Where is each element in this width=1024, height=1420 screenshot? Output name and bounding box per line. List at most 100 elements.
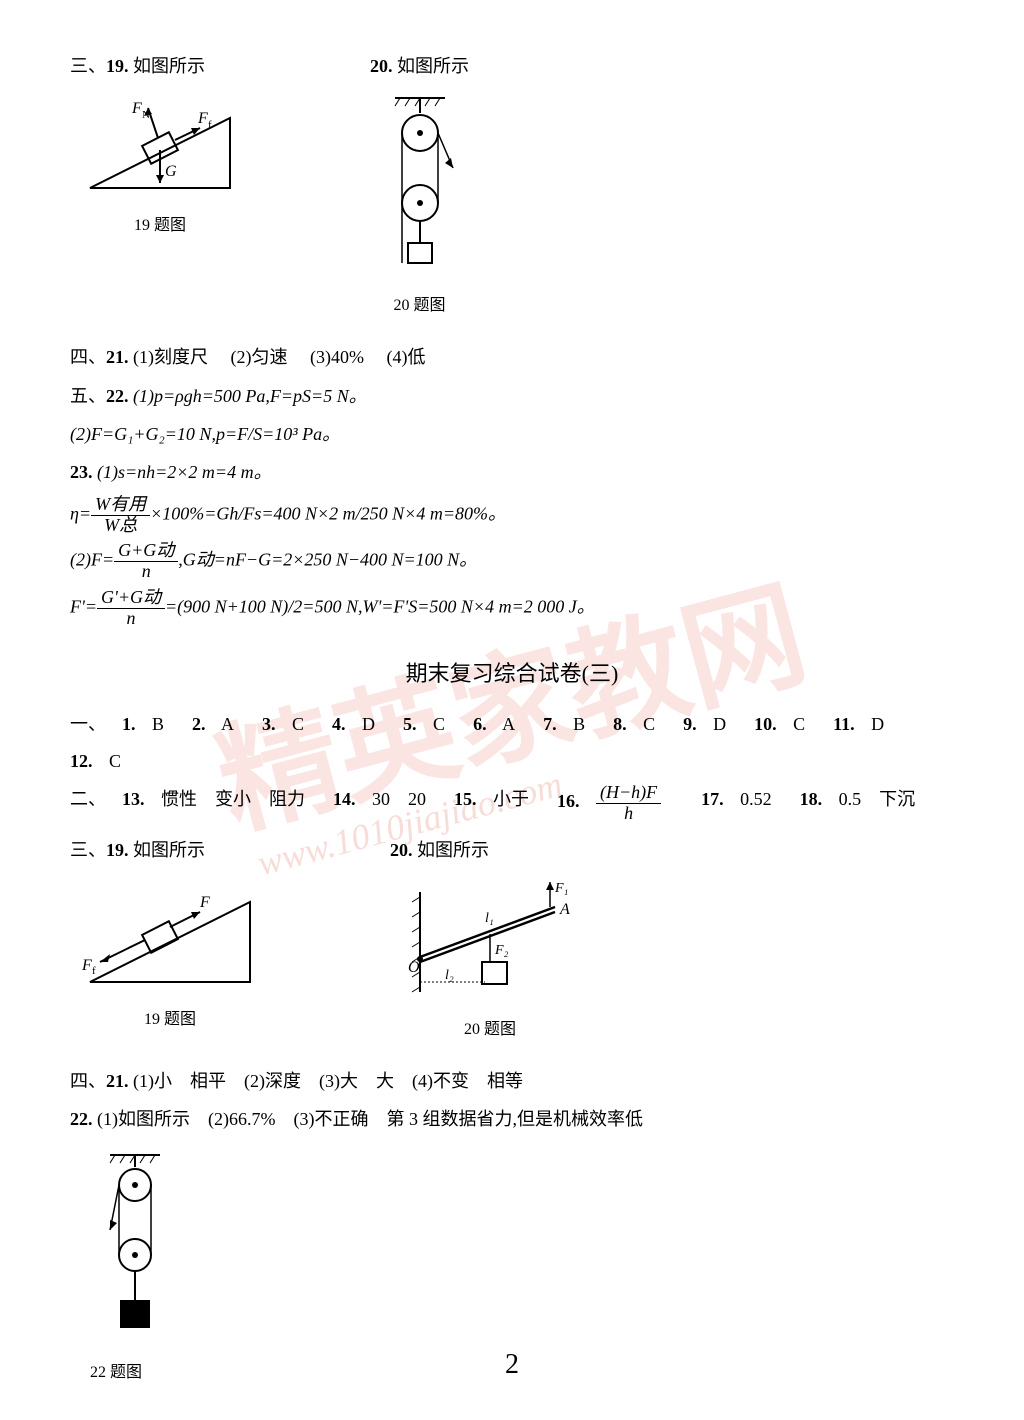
q23-l3-pre: (2)F= [70,550,114,570]
f13a: 惯性 变小 阻力 [161,789,305,809]
q23-l4-rest: =(900 N+100 N)/2=500 N,W'=F'S=500 N×4 m=… [165,596,595,616]
q19-header: 三、19. 如图所示 [70,50,250,82]
mc12n: 12. [70,751,93,771]
q20-num: 20. [370,56,393,76]
svg-text:F₂: F₂ [494,943,509,958]
svg-text:F: F [199,894,210,911]
mc11n: 11. [833,714,855,734]
e3q22t: (1)如图所示 (2)66.7% (3)不正确 第 3 组数据省力,但是机械效率… [97,1109,643,1129]
q21-a2: 匀速 [252,347,288,367]
e3q22-row: 22. (1)如图所示 (2)66.7% (3)不正确 第 3 组数据省力,但是… [70,1103,954,1135]
mc5n: 5. [403,714,417,734]
q21-a2l: (2) [231,347,252,367]
mc7n: 7. [543,714,557,734]
q23-l4-pre: F'= [70,596,97,616]
fig19-caption: 19 题图 [134,212,186,241]
fig20-caption: 20 题图 [393,292,445,321]
mc-prefix: 一、 [70,708,106,740]
f18n: 18. [800,789,823,809]
eta-den: W总 [91,516,150,536]
e3q22n: 22. [70,1109,93,1129]
mc3a: C [292,714,304,734]
f17a: 0.52 [740,789,772,809]
exam3-title: 期末复习综合试卷(三) [70,654,954,694]
e3q20t: 如图所示 [417,840,489,860]
q23-line2-rest: ×100%=Gh/Fs=400 N×2 m/250 N×4 m=80%。 [150,503,506,523]
mc10a: C [793,714,805,734]
svg-text:F: F [81,957,92,974]
q23-row4: F'= G'+G动 n =(900 N+100 N)/2=500 N,W'=F'… [70,588,954,629]
mc8n: 8. [613,714,627,734]
f15n: 15. [454,789,477,809]
mc1n: 1. [122,714,136,734]
mc2a: A [221,714,234,734]
f16num: (H−h)F [596,783,661,804]
svg-text:F₁: F₁ [554,881,568,896]
label-FN: F [131,100,142,117]
svg-text:N: N [142,109,150,121]
mc-row: 一、 1. B 2. A 3. C 4. D 5. C 6. A 7. B 8.… [70,708,954,777]
svg-text:l₁: l₁ [485,911,494,926]
q23-row3: (2)F= G+G动 n ,G动=nF−G=2×250 N−400 N=100 … [70,541,954,582]
mc1a: B [152,714,164,734]
q23-row2: η= W有用 W总 ×100%=Gh/Fs=400 N×2 m/250 N×4 … [70,495,954,536]
mc5a: C [433,714,445,734]
q21-a3l: (3) [310,347,331,367]
figures-row-1: 三、19. 如图所示 F N F f G 1 [70,50,954,321]
q22-line2: (2)F=G₁+G₂=10 N,p=F/S=10³ Pa。 [70,424,340,444]
fp-frac: G'+G动 n [97,588,165,629]
figures-row-2: 三、19. 如图所示 F F f 19 题图 20. 如图所示 [70,834,954,1045]
e3q19n: 19. [106,840,129,860]
svg-text:l₂: l₂ [445,968,454,983]
q21-a4: 低 [408,347,426,367]
q21-a3: 40% [331,347,364,367]
mc6n: 6. [473,714,487,734]
q22-n: 22. [106,386,129,406]
e3sec4-prefix: 四、 [70,1071,106,1091]
e3fig19-caption: 19 题图 [144,1006,196,1035]
fill-prefix: 二、 [70,783,106,824]
f16den: h [596,804,661,824]
q23-l3-rest: ,G动=nF−G=2×250 N−400 N=100 N。 [178,550,477,570]
q21-a4l: (4) [387,347,408,367]
sec4-prefix: 四、 [70,347,106,367]
e3fig-prefix: 三、 [70,840,106,860]
label-G: G [165,163,177,180]
q23-line1: (1)s=nh=2×2 m=4 m。 [97,462,272,482]
mc10n: 10. [754,714,777,734]
f15a: 小于 [493,789,529,809]
q22-row2: (2)F=G₁+G₂=10 N,p=F/S=10³ Pa。 [70,418,954,450]
svg-text:O: O [408,959,420,976]
q21-a1l: (1) [133,347,154,367]
figure-e3-19: F F f 19 题图 [70,872,270,1035]
svg-text:f: f [208,119,212,131]
q20-header: 20. 如图所示 [370,50,469,82]
f18a: 0.5 下沉 [839,789,916,809]
mc2n: 2. [192,714,206,734]
svg-text:A: A [559,901,570,918]
mc4n: 4. [332,714,346,734]
q23-n: 23. [70,462,93,482]
f-frac: G+G动 n [114,541,178,582]
eta-num: W有用 [91,495,150,516]
f13n: 13. [122,789,145,809]
mc11a: D [871,714,884,734]
q22-row1: 五、22. (1)p=ρgh=500 Pa,F=pS=5 N。 [70,380,954,412]
q20-text: 如图所示 [397,56,469,76]
figure-19: F N F f G 19 题图 [70,88,250,241]
q23-row1: 23. (1)s=nh=2×2 m=4 m。 [70,456,954,488]
svg-text:f: f [92,965,96,977]
f-num: G+G动 [114,541,178,562]
q21-a1: 刻度尺 [154,347,208,367]
f14a: 30 20 [372,789,426,809]
fp-den: n [97,609,165,629]
eta-frac: W有用 W总 [91,495,150,536]
e3q21-row: 四、21. (1)小 相平 (2)深度 (3)大 大 (4)不变 相等 [70,1065,954,1097]
mc8a: C [643,714,655,734]
q22-line1: (1)p=ρgh=500 Pa,F=pS=5 N。 [133,386,367,406]
mc3n: 3. [262,714,276,734]
fp-num: G'+G动 [97,588,165,609]
mc4a: D [362,714,375,734]
q19-text: 如图所示 [133,56,205,76]
mc6a: A [502,714,515,734]
